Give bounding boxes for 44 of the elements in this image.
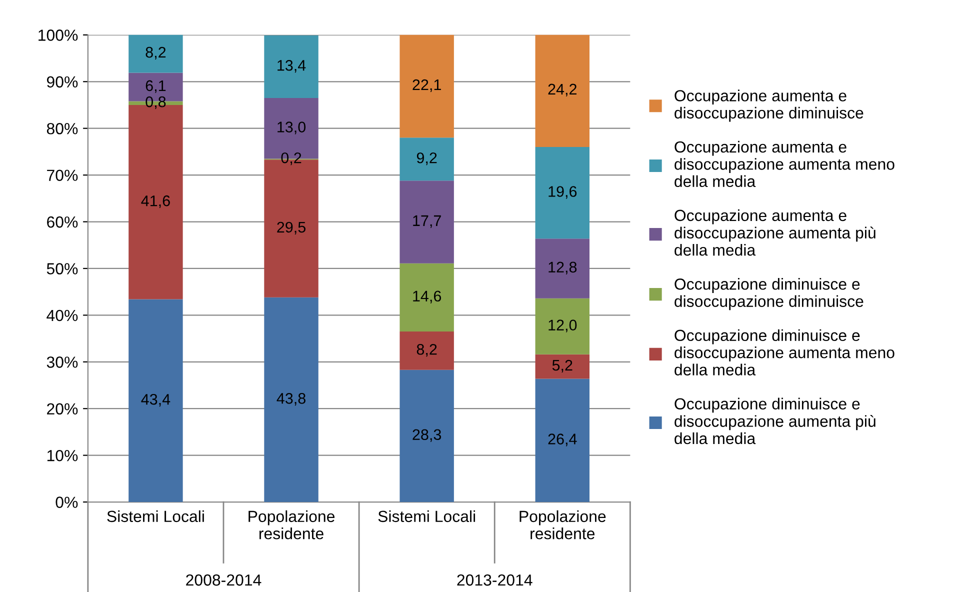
y-tick-label: 60% bbox=[47, 216, 78, 228]
data-label: 43,8 bbox=[276, 393, 306, 406]
legend-label: Occupazione diminuisce e disoccupazione aumenta più della media bbox=[674, 398, 876, 444]
legend-label: Occupazione aumenta e disoccupazione diminuisce bbox=[674, 90, 864, 122]
legend-label: Occupazione diminuisce e disoccupazione aumenta meno della media bbox=[674, 329, 894, 376]
data-label: 12,8 bbox=[548, 262, 577, 274]
y-tick-label: 20% bbox=[47, 403, 78, 415]
data-label: 28,3 bbox=[412, 429, 442, 442]
data-label: 8,2 bbox=[416, 344, 437, 357]
y-tick-label: 100% bbox=[38, 30, 78, 41]
data-label: 22,1 bbox=[412, 79, 441, 92]
data-label: 43,4 bbox=[141, 394, 170, 407]
data-label: 26,4 bbox=[548, 434, 577, 446]
y-tick-label: 40% bbox=[46, 310, 78, 322]
y-tick-label: 30% bbox=[46, 356, 78, 368]
x-tick-label: Popolazione residente bbox=[248, 510, 335, 540]
data-label: 5,2 bbox=[552, 360, 572, 372]
y-tick-label: 80% bbox=[46, 122, 78, 134]
data-label: 12,0 bbox=[548, 320, 577, 332]
data-label: 8,2 bbox=[146, 46, 166, 60]
data-label: 6,1 bbox=[146, 80, 166, 93]
x-tick-label: Popolazione residente bbox=[520, 510, 606, 540]
data-label: 24,2 bbox=[548, 84, 576, 96]
data-label: 13,0 bbox=[278, 122, 306, 134]
text: 2008-2014 bbox=[186, 574, 262, 586]
y-tick-label: 0% bbox=[56, 496, 78, 508]
legend-label: Occupazione diminuisce e disoccupazione diminuisce bbox=[674, 278, 864, 310]
y-tick-label: 70% bbox=[47, 170, 78, 181]
data-label: 14,6 bbox=[413, 290, 442, 304]
data-label: 9,2 bbox=[416, 152, 437, 166]
data-label: 41,6 bbox=[141, 195, 170, 208]
legend-label: Occupazione aumenta e disoccupazione aumenta meno della media bbox=[674, 140, 894, 188]
y-tick-label: 90% bbox=[46, 76, 78, 88]
legend-label: Occupazione aumenta e disoccupazione aumenta più della media bbox=[674, 209, 876, 256]
data-label: 29,5 bbox=[277, 222, 306, 234]
data-label: 13,4 bbox=[278, 60, 306, 73]
data-label: 17,7 bbox=[413, 215, 441, 228]
data-label: 0,2 bbox=[281, 152, 302, 166]
y-tick-label: 50% bbox=[46, 263, 78, 274]
x-tick-label: Sistemi Locali bbox=[378, 510, 476, 522]
data-label: 19,6 bbox=[548, 186, 577, 199]
text: 2013-2014 bbox=[457, 574, 532, 586]
x-tick-label: Sistemi Locali bbox=[107, 510, 204, 522]
y-tick-label: 10% bbox=[47, 450, 78, 462]
